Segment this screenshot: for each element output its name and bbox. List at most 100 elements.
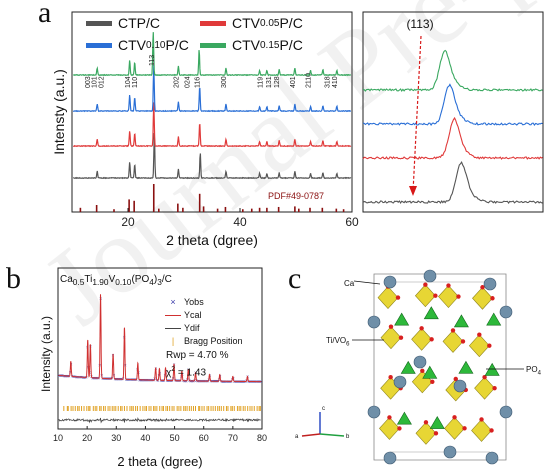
- yobs-point: ×: [58, 373, 61, 379]
- oxygen-atom: [420, 368, 425, 373]
- yobs-point: ×: [243, 379, 246, 385]
- po4-tetrahedron: [422, 365, 438, 379]
- yobs-point: ×: [121, 377, 124, 383]
- ca-atom: [367, 315, 381, 329]
- yobs-point: ×: [68, 374, 71, 380]
- oxygen-atom: [398, 335, 404, 340]
- yobs-point: ×: [80, 375, 83, 381]
- yobs-point: ×: [190, 379, 193, 385]
- yobs-point: ×: [258, 380, 261, 386]
- axis-b-arrow: [319, 433, 345, 437]
- yobs-point: ×: [251, 380, 254, 386]
- yobs-point: ×: [148, 378, 151, 384]
- yobs-point: ×: [200, 379, 203, 385]
- xlabel-b: 2 theta (dgree): [117, 454, 202, 469]
- yobs-point: ×: [135, 378, 138, 384]
- yobs-point: ×: [81, 375, 84, 381]
- yobs-point: ×: [102, 376, 105, 382]
- octahedra-group: [377, 282, 497, 445]
- ca-atom: [413, 355, 427, 369]
- xrd-series-1: [73, 102, 352, 148]
- yobs-point: ×: [120, 377, 123, 383]
- yobs-point: ×: [109, 377, 112, 383]
- ca-atom: [499, 405, 513, 419]
- panel-letter-b: b: [6, 262, 21, 295]
- tio6-octahedron: [468, 334, 490, 358]
- po4-tetrahedron: [484, 362, 500, 376]
- oxygen-atom: [388, 375, 393, 380]
- tio6-octahedron: [411, 327, 433, 351]
- formula-part-5: ): [153, 274, 158, 285]
- yobs-point: ×: [94, 376, 97, 382]
- label-tivo-sub: 6: [346, 341, 350, 348]
- rwp-value: Rwp = 4.70 %: [166, 350, 229, 361]
- yobs-point: ×: [128, 377, 131, 383]
- ca-atom: [485, 451, 499, 465]
- yobs-point: ×: [155, 378, 158, 384]
- yobs-point: ×: [254, 380, 257, 386]
- legend-label-ctv005-main: CTV: [232, 15, 260, 31]
- yobs-point: ×: [220, 379, 223, 385]
- yobs-point: ×: [225, 379, 228, 385]
- yobs-point: ×: [92, 376, 95, 382]
- yobs-point: ×: [127, 377, 130, 383]
- peak-label-012: 012: [98, 76, 105, 88]
- tetrahedra-group: [394, 306, 502, 429]
- yobs-point: ×: [83, 375, 86, 381]
- ylabel-a: Intensty (a.u.): [51, 69, 67, 155]
- oxygen-atom: [419, 326, 424, 331]
- yobs-point: ×: [237, 379, 240, 385]
- formula-part-2: Ti: [84, 274, 93, 285]
- crystal-structure-diagram: c b a: [295, 269, 524, 465]
- legend-entry-ctv015: CTV 0.15 P/C: [200, 37, 303, 53]
- legend-label-ctv010-main: CTV: [118, 37, 146, 53]
- label-tivo6: Ti/VO6: [326, 336, 350, 348]
- yobs-point: ×: [255, 380, 258, 386]
- xrd-series-0: [73, 132, 352, 180]
- yobs-point: ×: [140, 378, 143, 384]
- oxygen-atom: [423, 282, 428, 287]
- plot-a-frame: [71, 11, 353, 213]
- yobs-point: ×: [76, 375, 79, 381]
- yobs-point: ×: [72, 375, 75, 381]
- pointer-ca: [353, 280, 381, 285]
- xtick-label-b-70: 70: [228, 433, 238, 443]
- legend-label-ctv005-sub: 0.05: [260, 17, 280, 29]
- yobs-label: Yobs: [184, 297, 204, 307]
- yobs-point: ×: [107, 377, 110, 383]
- po4-tetrahedron: [453, 314, 469, 328]
- yobs-point: ×: [60, 374, 63, 380]
- yobs-point: ×: [185, 379, 188, 385]
- yobs-point: ×: [174, 378, 177, 384]
- ycal-label: Ycal: [184, 310, 202, 320]
- legend-swatch-ctv005: [200, 20, 226, 26]
- yobs-point: ×: [199, 379, 202, 385]
- ca-atom: [443, 445, 457, 459]
- xtick-label-b-20: 20: [82, 433, 92, 443]
- axis-b-label: b: [346, 434, 350, 440]
- yobs-point: ×: [217, 379, 220, 385]
- peak-label-410: 410: [332, 76, 339, 88]
- yobs-point: ×: [61, 374, 64, 380]
- peak-label-2110: 2110: [306, 73, 313, 88]
- oxygen-atom: [429, 337, 434, 342]
- label-po-sub: 4: [537, 370, 541, 377]
- yobs-point: ×: [73, 375, 76, 381]
- ca-atom: [383, 451, 397, 465]
- yobs-point: ×: [147, 378, 150, 384]
- yobs-point: ×: [134, 378, 137, 384]
- yobs-point: ×: [202, 379, 205, 385]
- yobs-point: ×: [191, 379, 194, 385]
- ycal-line: [58, 294, 262, 383]
- formula-part-4: (PO: [131, 274, 150, 285]
- yobs-point: ×: [150, 378, 153, 384]
- xtick-label-a-60: 60: [345, 215, 359, 229]
- oxygen-atom: [462, 426, 467, 431]
- oxygen-atom: [452, 415, 457, 420]
- yobs-point: ×: [234, 379, 237, 385]
- oxygen-atom: [446, 283, 451, 288]
- yobs-point: ×: [230, 379, 233, 385]
- yobs-point: ×: [175, 379, 178, 385]
- yobs-point: ×: [67, 374, 70, 380]
- legend-ydif: Ydif: [162, 322, 243, 335]
